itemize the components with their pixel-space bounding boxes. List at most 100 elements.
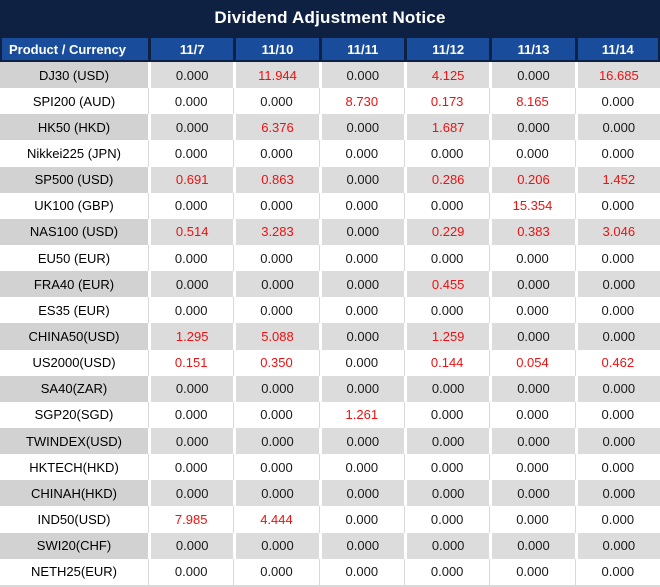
value-cell: 0.000 bbox=[489, 297, 574, 324]
value-cell: 0.000 bbox=[574, 297, 660, 324]
value-cell: 0.455 bbox=[403, 271, 490, 298]
value-cell: 0.000 bbox=[489, 480, 575, 507]
table-row: CHINA50(USD) 1.295 5.088 0.000 1.259 0.0… bbox=[0, 323, 660, 350]
product-cell: CHINA50(USD) bbox=[0, 323, 148, 350]
value-cell: 0.350 bbox=[233, 349, 318, 376]
value-cell: 0.000 bbox=[233, 244, 318, 272]
value-cell: 0.144 bbox=[403, 349, 489, 376]
product-cell: IND50(USD) bbox=[37, 511, 111, 527]
value-cell: 0.383 bbox=[489, 218, 575, 245]
value-cell: 0.000 bbox=[574, 532, 660, 559]
value-cell: 0.206 bbox=[489, 166, 575, 193]
value-cell: 7.985 bbox=[148, 506, 233, 533]
value-cell: 0.000 bbox=[148, 140, 233, 167]
table-row: TWINDEX(USD) 0.000 0.000 0.000 0.000 0.0… bbox=[0, 427, 660, 455]
table-body: DJ30 (USD) 0.000 11.944 0.000 4.125 0.00… bbox=[0, 62, 660, 585]
value-cell: 0.514 bbox=[148, 218, 234, 245]
value-cell: 0.000 bbox=[574, 401, 660, 428]
table-row: IND50(USD) 7.985 4.444 0.000 0.000 0.000… bbox=[0, 506, 660, 533]
product-cell: SGP20(SGD) bbox=[34, 407, 114, 423]
value-cell: 0.000 bbox=[574, 323, 660, 350]
date-header-2: 11/10 bbox=[233, 36, 319, 62]
table-row: FRA40 (EUR) 0.000 0.000 0.000 0.455 0.00… bbox=[0, 271, 660, 298]
value-cell: 4.444 bbox=[233, 506, 318, 533]
table-row: HKTECH(HKD) 0.000 0.000 0.000 0.000 0.00… bbox=[0, 454, 660, 481]
product-cell: FRA40 (EUR) bbox=[0, 271, 148, 298]
table-row: CHINAH(HKD) 0.000 0.000 0.000 0.000 0.00… bbox=[0, 480, 660, 507]
value-cell: 0.000 bbox=[233, 532, 319, 559]
value-cell: 0.000 bbox=[489, 558, 574, 585]
table-row: EU50 (EUR) 0.000 0.000 0.000 0.000 0.000… bbox=[0, 244, 660, 272]
value-cell: 0.000 bbox=[148, 427, 234, 455]
value-cell: 0.000 bbox=[574, 506, 660, 533]
value-cell: 0.000 bbox=[318, 271, 404, 298]
table-row: NAS100 (USD) 0.514 3.283 0.000 0.229 0.3… bbox=[0, 218, 660, 245]
table-row: NETH25(EUR) 0.000 0.000 0.000 0.000 0.00… bbox=[0, 558, 660, 585]
table-row: SPI200 (AUD) 0.000 0.000 8.730 0.173 8.1… bbox=[0, 88, 660, 115]
value-cell: 1.452 bbox=[574, 166, 660, 193]
value-cell: 0.000 bbox=[403, 480, 490, 507]
table-row: SP500 (USD) 0.691 0.863 0.000 0.286 0.20… bbox=[0, 166, 660, 193]
product-cell: CHINAH(HKD) bbox=[0, 480, 148, 507]
product-cell: NAS100 (USD) bbox=[0, 218, 148, 245]
date-header-1: 11/7 bbox=[148, 36, 234, 62]
value-cell: 0.000 bbox=[233, 401, 318, 428]
product-cell: SA40(ZAR) bbox=[0, 375, 148, 402]
value-cell: 0.000 bbox=[574, 427, 660, 455]
value-cell: 1.295 bbox=[148, 323, 234, 350]
product-cell: SWI20(CHF) bbox=[0, 532, 148, 559]
value-cell: 0.000 bbox=[318, 140, 404, 167]
product-cell: ES35 (EUR) bbox=[38, 302, 110, 318]
value-cell: 0.000 bbox=[318, 62, 404, 89]
value-cell: 0.000 bbox=[233, 271, 319, 298]
value-cell: 0.000 bbox=[148, 480, 234, 507]
value-cell: 0.000 bbox=[403, 454, 489, 481]
value-cell: 0.000 bbox=[233, 427, 319, 455]
value-cell: 15.354 bbox=[489, 192, 574, 219]
value-cell: 0.000 bbox=[574, 192, 660, 219]
value-cell: 1.259 bbox=[403, 323, 490, 350]
value-cell: 0.000 bbox=[489, 62, 575, 89]
value-cell: 0.000 bbox=[318, 244, 404, 272]
product-cell: HK50 (HKD) bbox=[0, 114, 148, 141]
value-cell: 0.000 bbox=[318, 192, 404, 219]
value-cell: 16.685 bbox=[574, 62, 660, 89]
value-cell: 0.000 bbox=[403, 192, 489, 219]
value-cell: 0.000 bbox=[318, 349, 404, 376]
value-cell: 0.000 bbox=[489, 532, 575, 559]
value-cell: 0.000 bbox=[148, 62, 234, 89]
value-cell: 0.000 bbox=[574, 140, 660, 167]
value-cell: 0.000 bbox=[318, 297, 404, 324]
value-cell: 11.944 bbox=[233, 62, 319, 89]
product-cell: Nikkei225 (JPN) bbox=[27, 145, 121, 161]
table-row: UK100 (GBP) 0.000 0.000 0.000 0.000 15.3… bbox=[0, 192, 660, 219]
value-cell: 0.000 bbox=[148, 297, 233, 324]
value-cell: 0.000 bbox=[403, 244, 489, 272]
table-row: ES35 (EUR) 0.000 0.000 0.000 0.000 0.000… bbox=[0, 297, 660, 324]
table-row: SGP20(SGD) 0.000 0.000 1.261 0.000 0.000… bbox=[0, 401, 660, 428]
value-cell: 0.000 bbox=[148, 532, 234, 559]
date-header-5: 11/13 bbox=[489, 36, 575, 62]
value-cell: 0.000 bbox=[403, 375, 490, 402]
value-cell: 0.000 bbox=[489, 114, 575, 141]
table-row: US2000(USD) 0.151 0.350 0.000 0.144 0.05… bbox=[0, 349, 660, 376]
value-cell: 0.000 bbox=[574, 375, 660, 402]
date-header-4: 11/12 bbox=[403, 36, 490, 62]
value-cell: 0.000 bbox=[318, 114, 404, 141]
value-cell: 0.000 bbox=[148, 114, 234, 141]
value-cell: 0.462 bbox=[574, 349, 660, 376]
value-cell: 0.000 bbox=[403, 558, 489, 585]
value-cell: 0.000 bbox=[403, 506, 489, 533]
value-cell: 0.000 bbox=[318, 166, 404, 193]
value-cell: 0.000 bbox=[148, 192, 233, 219]
value-cell: 0.000 bbox=[233, 480, 319, 507]
value-cell: 0.000 bbox=[318, 506, 404, 533]
date-header-3: 11/11 bbox=[318, 36, 404, 62]
value-cell: 3.046 bbox=[574, 218, 660, 245]
value-cell: 0.000 bbox=[233, 192, 318, 219]
value-cell: 0.000 bbox=[574, 480, 660, 507]
value-cell: 8.165 bbox=[489, 88, 574, 115]
value-cell: 0.000 bbox=[489, 375, 575, 402]
value-cell: 0.000 bbox=[489, 323, 575, 350]
